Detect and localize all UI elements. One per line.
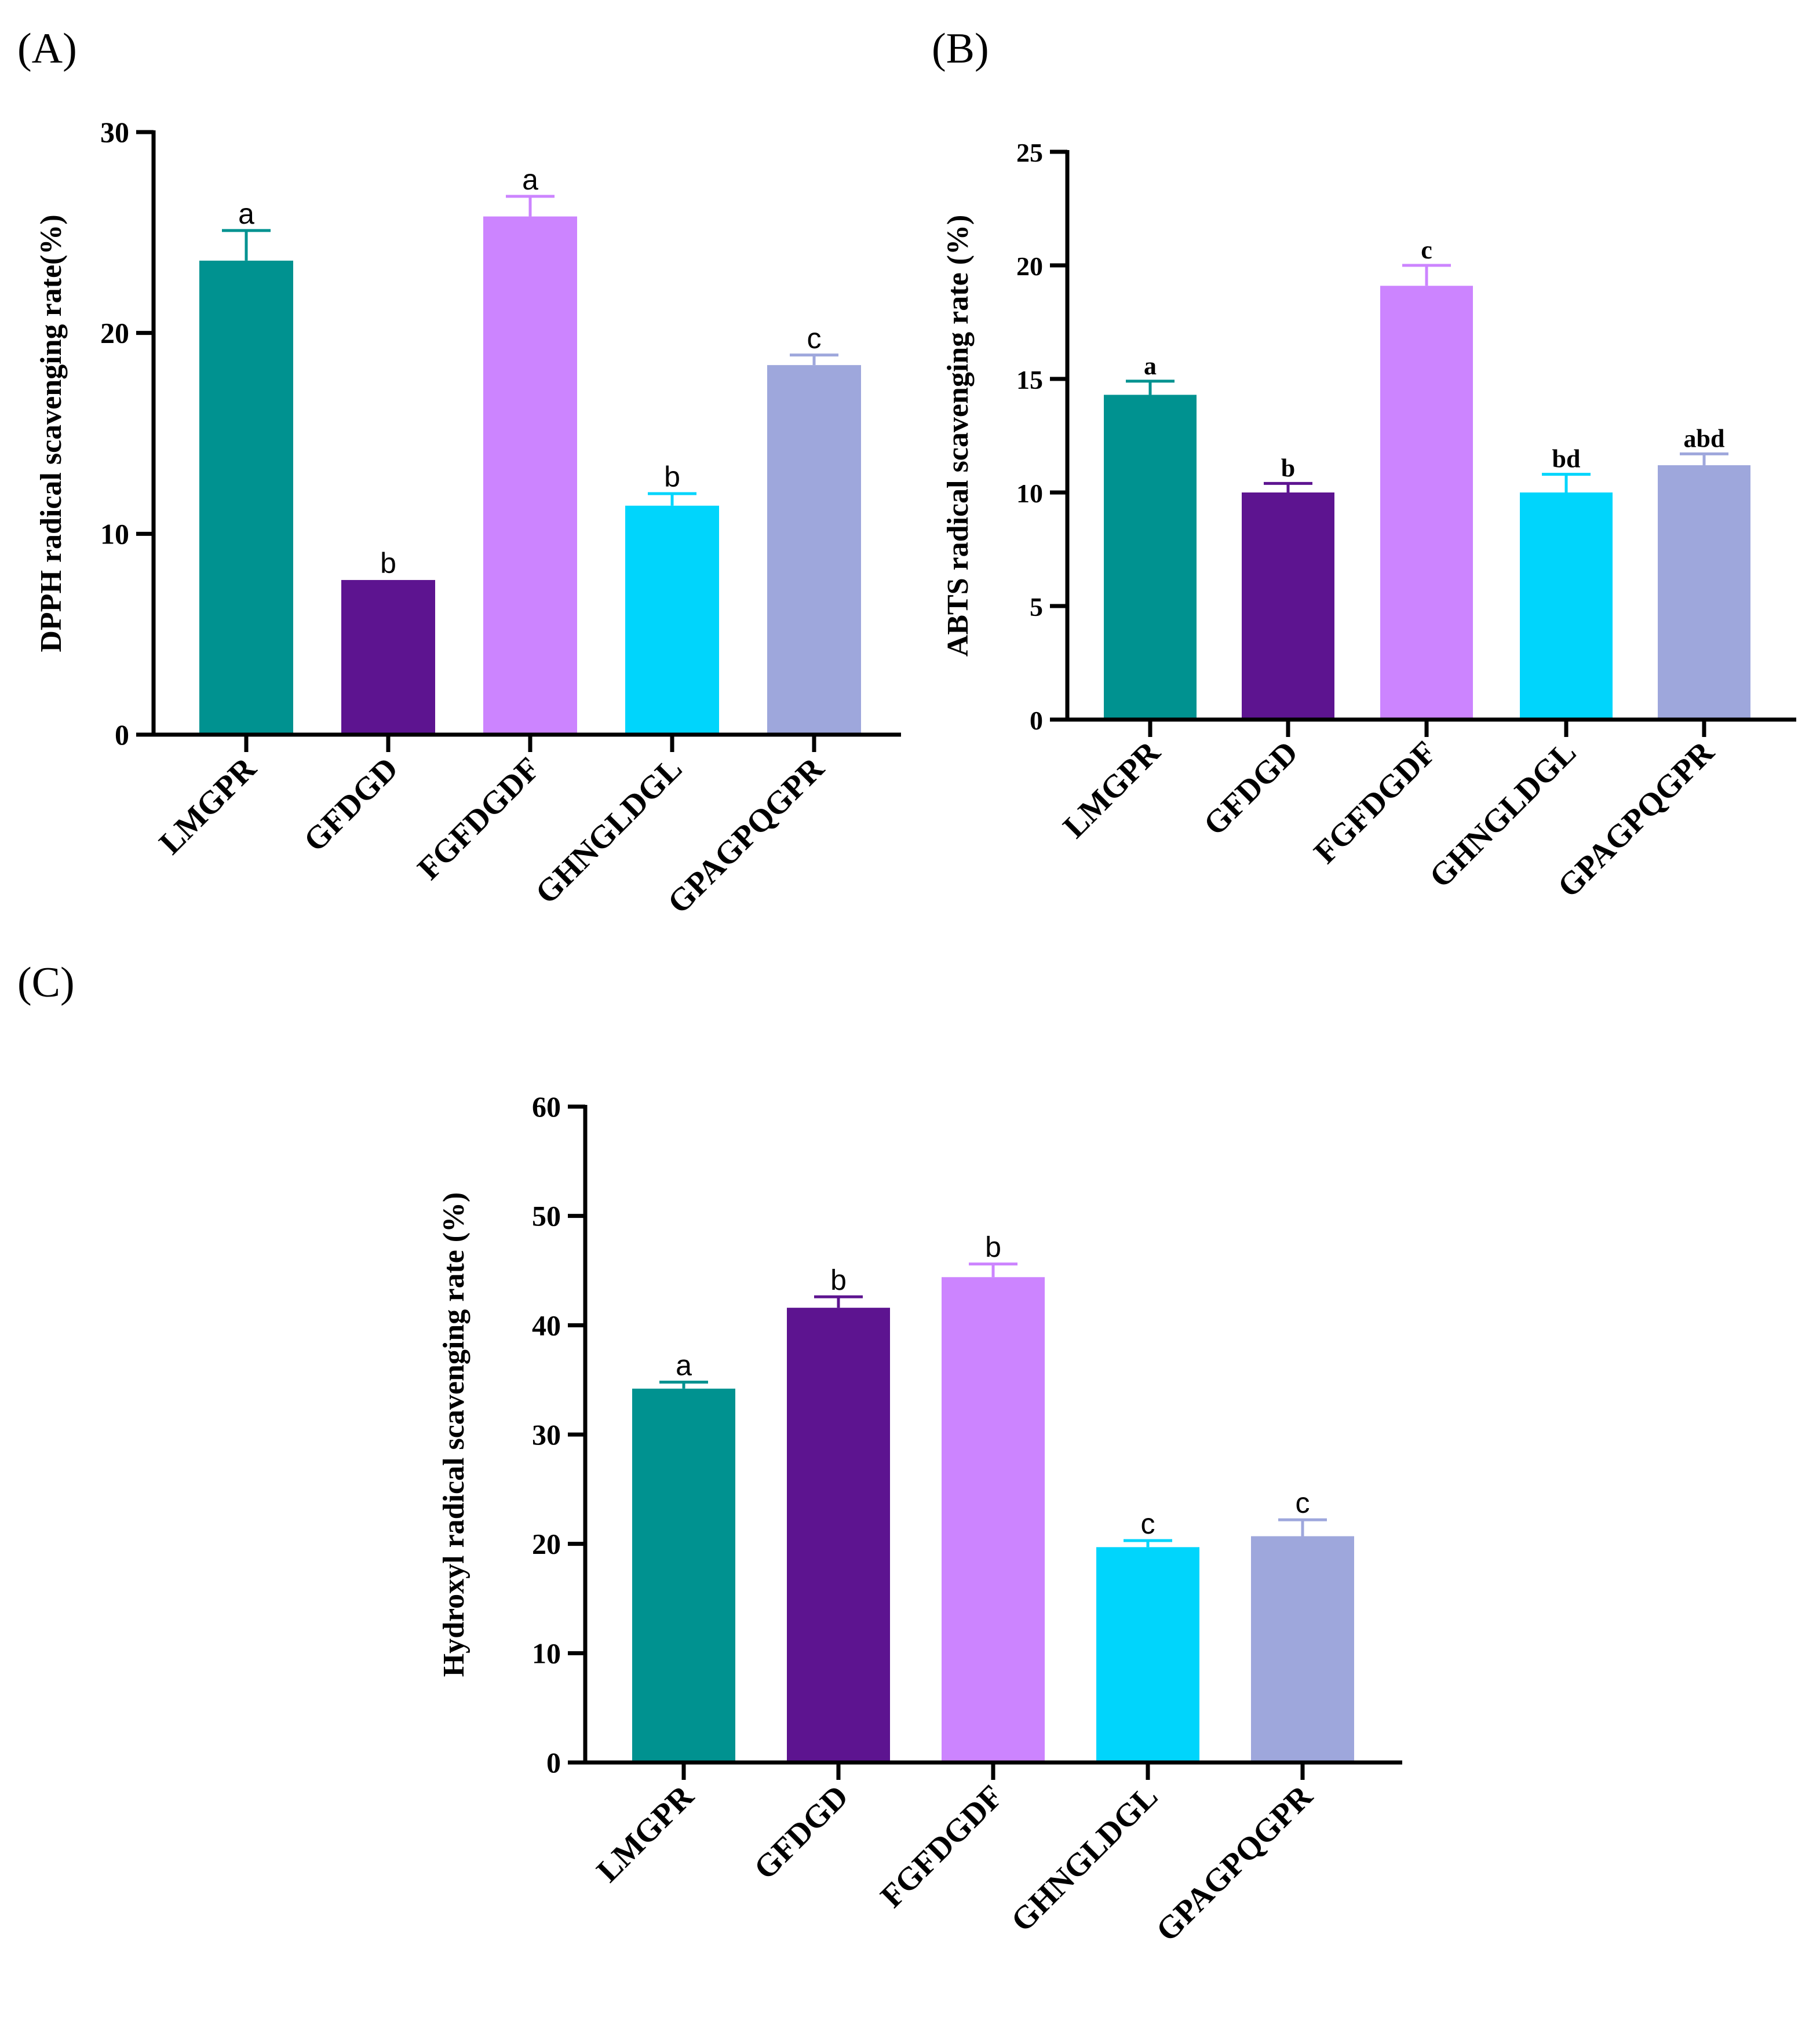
x-tick-label: LMGPR	[152, 750, 264, 862]
y-tick-label: 10	[532, 1637, 561, 1669]
chart-abts: aLMGPRbGFDGDcFGFDGDFbdGHNGLDGLabdGPAGPQG…	[942, 138, 1796, 904]
significance-label: c	[1296, 1487, 1310, 1519]
chart-hydroxyl: a LMGPR b GFDGD b FGFDGDF c GHNGLDGL c GPAGPQGPR 0…	[437, 1090, 1402, 1948]
bar-ghngldgl	[625, 505, 719, 735]
x-tick-label: GFDGD	[747, 1778, 855, 1886]
significance-label: c	[807, 322, 822, 355]
significance-label: b	[380, 547, 396, 579]
x-tick-label: GPAGPQGPR	[1149, 1778, 1319, 1948]
significance-label: a	[1144, 352, 1157, 380]
significance-label: b	[1281, 454, 1295, 482]
significance-label: a	[676, 1349, 692, 1381]
bar-lmgpr	[199, 260, 293, 735]
significance-label: b	[830, 1264, 847, 1296]
bar-fgfdgdf	[942, 1277, 1045, 1762]
bar-gpagpqgpr	[767, 365, 861, 735]
x-tick-label: FGFDGDF	[1307, 734, 1443, 870]
significance-label: bd	[1552, 445, 1581, 473]
significance-label: abd	[1684, 424, 1725, 452]
y-tick-label: 0	[115, 718, 129, 751]
y-tick-label: 20	[1016, 251, 1043, 281]
x-tick-label: FGFDGDF	[411, 750, 547, 886]
bar-gpagpqgpr	[1658, 465, 1750, 720]
y-tick-label: 60	[532, 1090, 561, 1123]
significance-label: a	[238, 198, 254, 230]
x-tick-label: GHNGLDGL	[528, 750, 689, 911]
bar-gpagpqgpr	[1251, 1536, 1354, 1762]
y-axis-title: ABTS radical scavenging rate (%)	[942, 215, 975, 657]
bar-gfdgd	[341, 580, 435, 735]
x-tick-label: GHNGLDGL	[1004, 1778, 1165, 1939]
y-tick-label: 10	[1016, 479, 1043, 508]
y-tick-label: 30	[100, 116, 129, 148]
panel-letter-a: (A)	[17, 25, 77, 72]
x-tick-label: LMGPR	[590, 1778, 701, 1889]
y-tick-label: 0	[546, 1746, 561, 1779]
x-tick-label: FGFDGDF	[874, 1778, 1010, 1914]
x-tick-label: GFDGD	[1197, 734, 1305, 842]
significance-label: b	[985, 1231, 1001, 1264]
significance-label: b	[664, 461, 680, 493]
bar-lmgpr	[632, 1388, 735, 1762]
y-tick-label: 40	[532, 1309, 561, 1341]
y-axis-title: Hydroxyl radical scavenging rate (%)	[437, 1192, 470, 1677]
y-tick-label: 30	[532, 1418, 561, 1451]
x-tick-label: LMGPR	[1056, 734, 1168, 845]
y-tick-label: 10	[100, 517, 129, 550]
y-tick-label: 25	[1016, 138, 1043, 167]
bar-ghngldgl	[1096, 1547, 1199, 1762]
chart-dpph: aLMGPRbGFDGDaFGFDGDFbGHNGLDGLcGPAGPQGPR0…	[35, 116, 901, 921]
y-tick-label: 20	[532, 1528, 561, 1560]
x-tick-label: GFDGD	[297, 750, 405, 859]
y-tick-label: 5	[1030, 592, 1043, 622]
significance-label: c	[1421, 236, 1432, 264]
y-tick-label: 0	[1030, 706, 1043, 735]
bar-lmgpr	[1104, 395, 1197, 720]
bar-fgfdgdf	[1380, 286, 1473, 720]
y-tick-label: 15	[1016, 365, 1043, 395]
significance-label: a	[522, 163, 538, 196]
panel-letter-b: (B)	[932, 25, 989, 72]
panel-letter-c: (C)	[17, 959, 75, 1006]
bar-gfdgd	[1242, 492, 1334, 720]
bar-gfdgd	[787, 1308, 890, 1762]
y-axis-title: DPPH radical scavenging rate(%)	[35, 214, 68, 652]
y-tick-label: 50	[532, 1200, 561, 1232]
bar-fgfdgdf	[483, 216, 577, 735]
significance-label: c	[1141, 1508, 1155, 1540]
bar-ghngldgl	[1520, 492, 1613, 720]
y-tick-label: 20	[100, 317, 129, 349]
